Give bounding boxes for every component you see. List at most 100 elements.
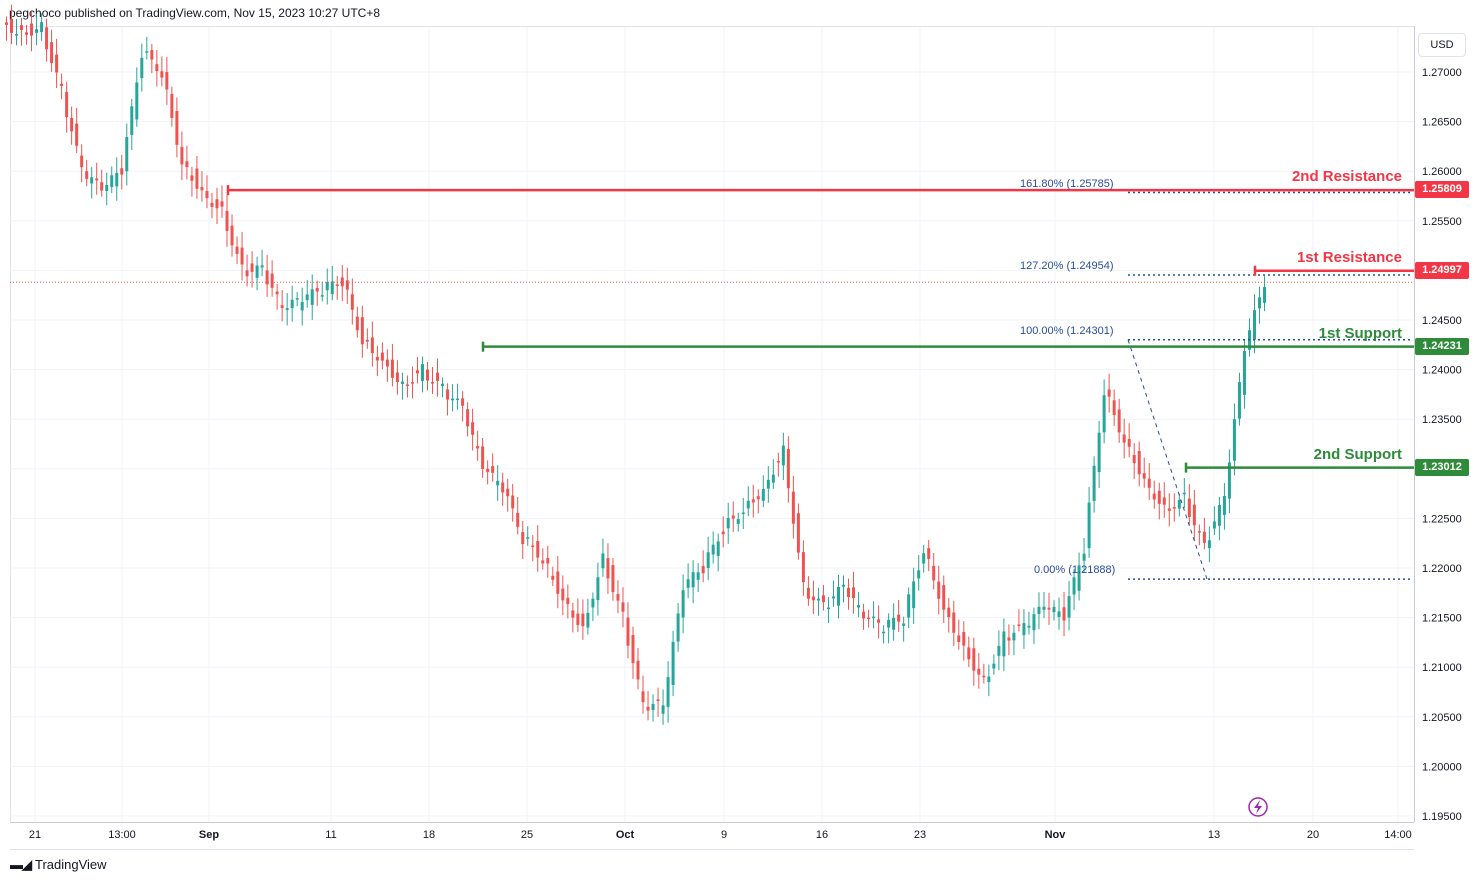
candle-body bbox=[55, 54, 59, 73]
price-tick-label: 1.22500 bbox=[1422, 513, 1462, 525]
candle-body bbox=[100, 182, 104, 191]
candle-body bbox=[1037, 606, 1041, 614]
candle-body bbox=[45, 27, 49, 50]
candle-body bbox=[75, 123, 79, 146]
candle-body bbox=[410, 382, 414, 384]
currency-selector[interactable]: USD bbox=[1418, 33, 1466, 57]
candle-body bbox=[1187, 498, 1191, 517]
candle-body bbox=[496, 480, 500, 486]
candle-body bbox=[1082, 553, 1086, 561]
candle-body bbox=[395, 372, 399, 383]
time-axis[interactable] bbox=[10, 822, 1414, 850]
candle-body bbox=[235, 246, 239, 254]
candle-body bbox=[806, 587, 810, 599]
candle-body bbox=[250, 263, 254, 272]
candle-body bbox=[1047, 607, 1051, 610]
candle-body bbox=[1237, 382, 1241, 419]
resistance-2-label: 2nd Resistance bbox=[1291, 168, 1402, 186]
candle-body bbox=[887, 619, 891, 628]
candle-body bbox=[90, 177, 94, 184]
candle-body bbox=[1072, 577, 1076, 595]
candle-body bbox=[240, 247, 244, 265]
resistance-1-price-tag: 1.24997 bbox=[1415, 261, 1469, 279]
candle-body bbox=[481, 446, 485, 469]
candle-body bbox=[776, 461, 780, 463]
time-tick-label: 11 bbox=[325, 829, 336, 841]
candle-body bbox=[205, 191, 209, 199]
price-tick-label: 1.25500 bbox=[1422, 216, 1462, 228]
candle-body bbox=[270, 273, 274, 288]
candle-body bbox=[997, 645, 1001, 656]
candle-body bbox=[446, 389, 450, 400]
tradingview-logo[interactable]: ▬◢ TradingView bbox=[10, 857, 107, 873]
candle-body bbox=[35, 29, 39, 33]
candle-body bbox=[1127, 439, 1131, 447]
candle-body bbox=[852, 587, 856, 599]
price-axis[interactable] bbox=[1414, 26, 1484, 822]
candle-body bbox=[671, 641, 675, 686]
candle-body bbox=[761, 489, 765, 501]
candle-body bbox=[967, 647, 971, 660]
candle-body bbox=[571, 610, 575, 618]
candle-body bbox=[1022, 623, 1026, 636]
candle-body bbox=[912, 581, 916, 609]
candle-body bbox=[666, 677, 670, 707]
candle-body bbox=[651, 703, 655, 711]
candle-body bbox=[947, 607, 951, 618]
candle-body bbox=[1212, 521, 1216, 529]
candle-body bbox=[340, 277, 344, 287]
price-tick-label: 1.26500 bbox=[1422, 117, 1462, 129]
candle-body bbox=[536, 540, 540, 558]
candle-body bbox=[576, 613, 580, 625]
candle-body bbox=[110, 175, 114, 187]
candle-body bbox=[731, 515, 735, 519]
candle-body bbox=[400, 381, 404, 384]
candle-body bbox=[70, 117, 74, 132]
candle-body bbox=[50, 42, 54, 64]
candle-body bbox=[185, 161, 189, 168]
tradingview-brand: TradingView bbox=[35, 857, 107, 872]
candle-body bbox=[30, 23, 34, 36]
candle-body bbox=[521, 532, 525, 545]
candle-body bbox=[511, 495, 515, 509]
candle-body bbox=[1207, 540, 1211, 549]
candle-body bbox=[801, 552, 805, 583]
candle-body bbox=[365, 339, 369, 342]
candle-body bbox=[917, 570, 921, 579]
candle-body bbox=[501, 482, 505, 493]
candle-body bbox=[751, 499, 755, 503]
candle-body bbox=[962, 631, 966, 646]
candle-body bbox=[486, 468, 490, 473]
candle-body bbox=[531, 545, 535, 547]
candle-body bbox=[255, 265, 259, 278]
candle-body bbox=[210, 202, 214, 207]
chart-area[interactable] bbox=[10, 26, 1415, 823]
candle-body bbox=[175, 111, 179, 145]
candle-body bbox=[1097, 432, 1101, 473]
candle-body bbox=[1137, 451, 1141, 475]
candle-body bbox=[285, 308, 289, 311]
candle-body bbox=[40, 22, 44, 33]
candle-body bbox=[466, 409, 470, 427]
candle-body bbox=[636, 660, 640, 680]
candle-body bbox=[691, 572, 695, 588]
candle-body bbox=[215, 199, 219, 209]
candle-body bbox=[701, 565, 705, 574]
candle-body bbox=[816, 598, 820, 601]
candle-body bbox=[230, 225, 234, 246]
candle-body bbox=[1052, 606, 1056, 613]
candle-body bbox=[310, 289, 314, 305]
price-tick-label: 1.20000 bbox=[1422, 761, 1462, 773]
fib-level-label: 100.00% (1.24301) bbox=[1020, 324, 1114, 337]
candle-body bbox=[1122, 434, 1126, 443]
candle-body bbox=[977, 668, 981, 675]
price-tick-label: 1.27000 bbox=[1422, 67, 1462, 79]
candle-body bbox=[1062, 607, 1066, 621]
candle-body bbox=[556, 571, 560, 594]
candle-body bbox=[601, 553, 605, 569]
candle-body bbox=[907, 594, 911, 618]
candle-body bbox=[165, 72, 169, 90]
support-1-label: 1st Support bbox=[1318, 324, 1402, 342]
time-tick-label: 25 bbox=[521, 829, 533, 841]
candle-body bbox=[746, 500, 750, 509]
